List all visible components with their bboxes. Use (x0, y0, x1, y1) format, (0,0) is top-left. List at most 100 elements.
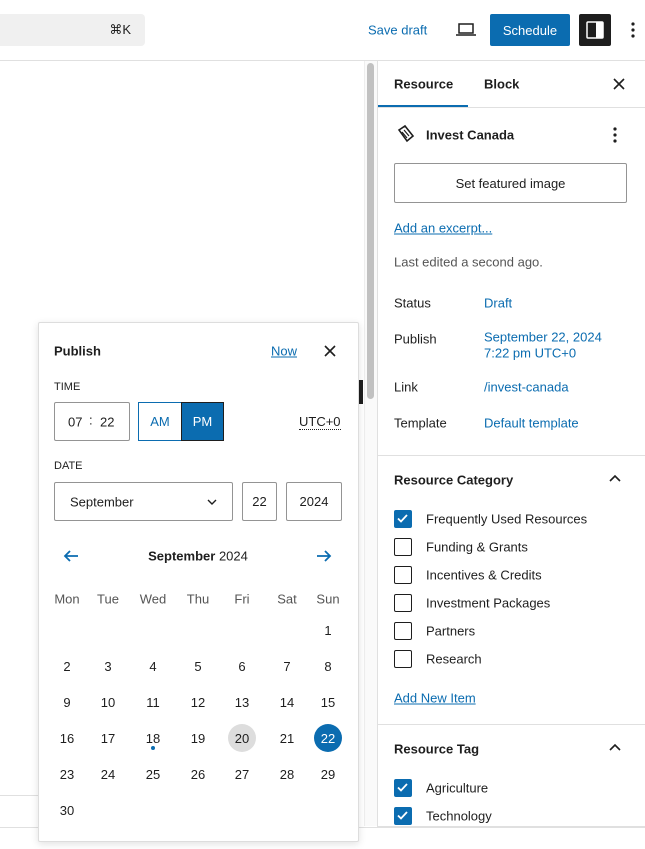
field-value[interactable]: 7:22 pm UTC+0 (484, 345, 577, 361)
weekday: Mon (54, 591, 80, 607)
calendar-day[interactable]: 18 (145, 730, 161, 746)
calendar-day[interactable]: 16 (59, 730, 75, 746)
month: September (70, 494, 134, 510)
checkbox-label[interactable]: Funding & Grants (426, 539, 528, 555)
excerpt-link[interactable]: Add an excerpt... (394, 220, 493, 236)
calendar-day[interactable]: 17 (100, 730, 116, 746)
calendar-day[interactable]: 8 (324, 658, 332, 674)
calendar-day[interactable]: 13 (234, 694, 250, 710)
time-separator: : (89, 412, 93, 428)
checkbox-label[interactable]: Partners (426, 623, 476, 639)
weekday: Sun (316, 591, 340, 607)
period-button[interactable]: AM (138, 402, 182, 441)
period-button[interactable]: PM (181, 402, 224, 441)
calendar-day[interactable]: 5 (194, 658, 202, 674)
calendar-day[interactable]: 23 (59, 766, 75, 782)
calendar-day[interactable]: 19 (190, 730, 206, 746)
settings-toggle[interactable] (579, 14, 611, 46)
calendar-day[interactable]: 24 (100, 766, 116, 782)
checkbox[interactable] (394, 538, 412, 556)
last-edited: Last edited a second ago. (394, 254, 543, 270)
month-select[interactable] (54, 482, 233, 521)
checkbox[interactable] (394, 510, 412, 528)
checkbox[interactable] (394, 622, 412, 640)
options-menu[interactable] (628, 20, 638, 40)
timezone[interactable]: UTC+0 (299, 414, 341, 430)
post-actions[interactable] (610, 125, 620, 145)
panel-title[interactable]: Resource Tag (394, 741, 480, 757)
featured-image-button[interactable]: Set featured image (394, 163, 627, 203)
calendar-day[interactable]: 20 (228, 724, 256, 752)
schedule-button[interactable]: Schedule (490, 14, 570, 46)
field-value[interactable]: Draft (484, 295, 513, 311)
calendar-day[interactable]: 21 (279, 730, 295, 746)
shortcut: ⌘K (109, 22, 131, 37)
close-popover[interactable] (324, 345, 336, 357)
now-link[interactable]: Now (271, 343, 298, 359)
checkbox[interactable] (394, 594, 412, 612)
check-icon (397, 783, 408, 792)
checkbox-label[interactable]: Incentives & Credits (426, 567, 542, 583)
divider (378, 455, 645, 456)
editor-marker (359, 380, 363, 404)
calendar-day[interactable]: 7 (283, 658, 291, 674)
day-input[interactable]: 22 (242, 482, 277, 521)
calendar-day[interactable]: 10 (100, 694, 116, 710)
calendar-day[interactable]: 9 (63, 694, 71, 710)
calendar-day[interactable]: 25 (145, 766, 161, 782)
weekday: Thu (186, 591, 210, 607)
checkbox-label[interactable]: Agriculture (426, 780, 489, 796)
date-label: DATE (54, 460, 83, 472)
panel-title[interactable]: Resource Category (394, 472, 514, 488)
field-value[interactable]: /invest-canada (484, 379, 569, 395)
checkbox[interactable] (394, 650, 412, 668)
time-input[interactable] (54, 402, 130, 441)
next-month[interactable] (315, 548, 333, 564)
calendar-day[interactable]: 4 (149, 658, 157, 674)
checkbox[interactable] (394, 779, 412, 797)
field-value[interactable]: Default template (484, 415, 579, 431)
calendar-day[interactable]: 1 (324, 622, 332, 638)
calendar-day[interactable]: 14 (279, 694, 295, 710)
sidebar (377, 61, 645, 827)
calendar-day[interactable]: 2 (63, 658, 71, 674)
calendar-day[interactable]: 26 (190, 766, 206, 782)
event-dot (151, 746, 155, 750)
tab[interactable]: Block (484, 76, 520, 92)
calendar-day[interactable]: 28 (279, 766, 295, 782)
minutes[interactable]: 22 (100, 414, 115, 430)
checkbox-label[interactable]: Investment Packages (426, 595, 551, 611)
close-sidebar[interactable] (612, 77, 626, 91)
calendar-day[interactable]: 11 (146, 694, 160, 710)
calendar-day[interactable]: 12 (190, 694, 206, 710)
calendar-day[interactable]: 27 (234, 766, 250, 782)
calendar-year: 2024 (218, 548, 248, 564)
scrollbar-thumb[interactable] (367, 63, 374, 399)
checkbox-label[interactable]: Technology (426, 808, 492, 824)
post-title: Invest Canada (426, 127, 515, 143)
panel-chevron[interactable] (608, 473, 622, 485)
calendar-day[interactable]: 22 (314, 724, 342, 752)
command-search[interactable]: ⌘K (0, 14, 145, 46)
checkbox-label[interactable]: Research (426, 651, 482, 667)
panel-chevron[interactable] (608, 742, 622, 754)
post-type-icon (397, 124, 415, 143)
tab[interactable]: Resource (394, 76, 454, 92)
time-label: TIME (54, 381, 81, 393)
hours[interactable]: 07 (68, 414, 83, 430)
prev-month[interactable] (62, 548, 80, 564)
checkbox-label[interactable]: Frequently Used Resources (426, 511, 588, 527)
preview-icon[interactable] (455, 20, 477, 40)
checkbox[interactable] (394, 566, 412, 584)
checkbox[interactable] (394, 807, 412, 825)
calendar-day[interactable]: 3 (104, 658, 112, 674)
field-value[interactable]: September 22, 2024 (484, 329, 602, 345)
calendar-day[interactable]: 29 (320, 766, 336, 782)
save-draft[interactable]: Save draft (368, 22, 428, 38)
calendar-day[interactable]: 6 (238, 658, 246, 674)
calendar-day[interactable]: 15 (320, 694, 336, 710)
year-input[interactable]: 2024 (286, 482, 342, 521)
weekday: Fri (234, 591, 250, 607)
calendar-day[interactable]: 30 (59, 802, 75, 818)
add-new-item[interactable]: Add New Item (394, 690, 476, 706)
